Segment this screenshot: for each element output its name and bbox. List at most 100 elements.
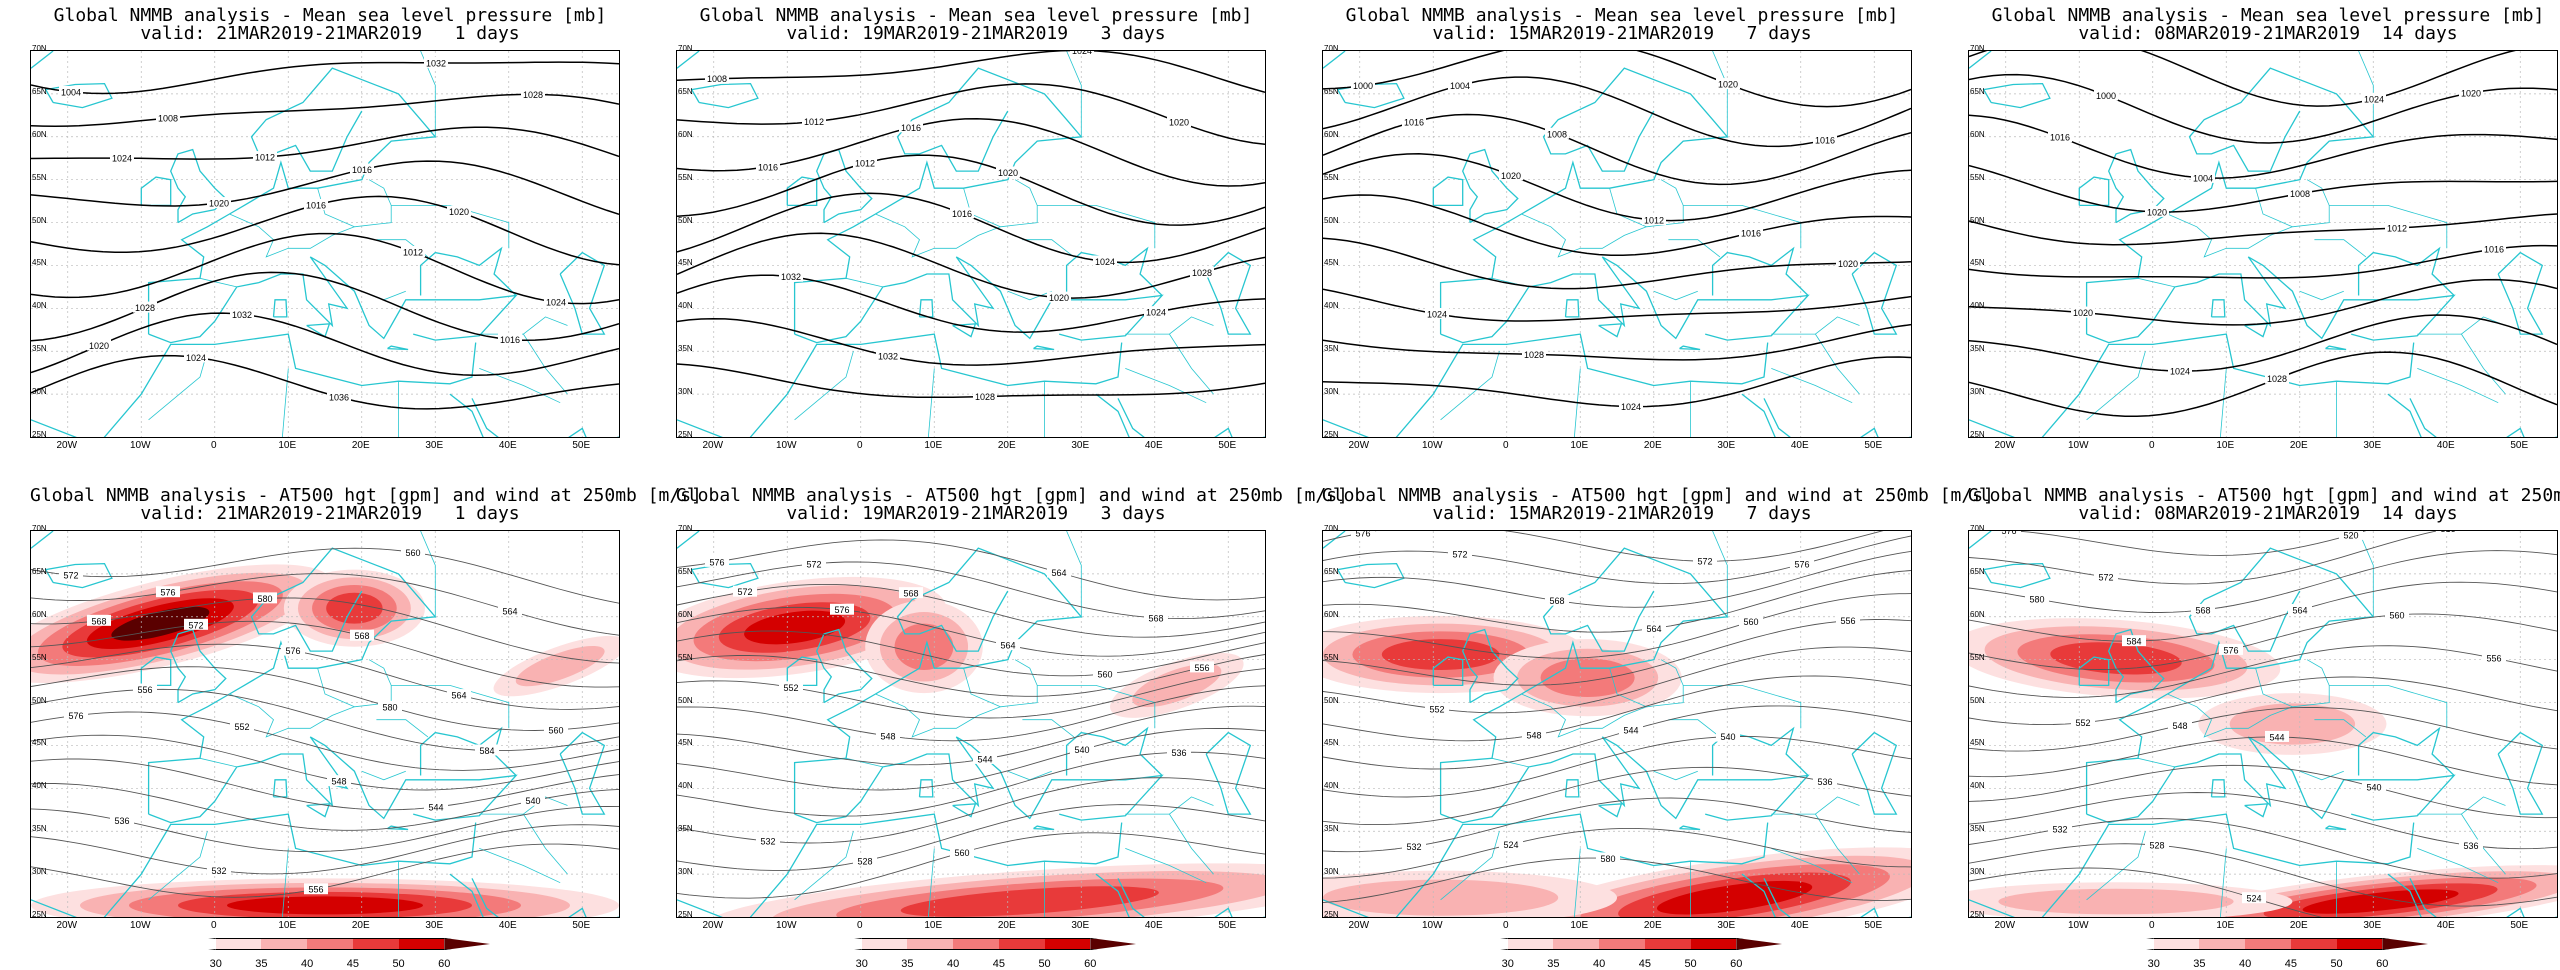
latitude-tick-label: 35N — [1970, 344, 1985, 354]
latitude-tick-label: 25N — [1324, 910, 1339, 919]
longitude-tick-label: 20W — [702, 920, 724, 931]
contour-label-background — [2122, 635, 2146, 647]
contour-label-background — [64, 709, 88, 721]
country-border — [1771, 368, 1853, 404]
isobar — [677, 232, 1265, 299]
coastline — [793, 67, 1083, 335]
geopotential-contour — [1969, 843, 2557, 907]
contour-label: 544 — [2269, 732, 2284, 742]
coastline — [2387, 393, 2422, 437]
longitude-tick-label: 10W — [775, 440, 797, 451]
longitude-tick-label: 10W — [2067, 440, 2089, 451]
latitude-tick-label: 50N — [1324, 215, 1339, 225]
geopotential-contour — [1969, 613, 2557, 670]
contour-label-background — [156, 112, 180, 124]
longitude-tick-label: 10E — [924, 920, 943, 931]
latitude-tick-label: 30N — [32, 387, 47, 397]
wind-speed-shading — [2302, 889, 2459, 914]
contour-label-background — [2482, 652, 2506, 664]
country-border — [1815, 813, 1860, 875]
geopotential-contour — [1323, 570, 1911, 633]
contour-label: 576 — [1794, 560, 1809, 570]
coastline — [272, 779, 288, 798]
panel-valid-period: valid: 21MAR2019-21MAR2019 1 days — [140, 23, 520, 44]
latitude-tick-label: 70N — [1324, 524, 1339, 533]
contour-label-background — [327, 391, 351, 403]
contour-label-background — [2168, 365, 2192, 377]
contour-label-background — [1739, 615, 1763, 627]
colorbar-segment — [307, 938, 353, 950]
contour-label-background — [756, 160, 780, 172]
contour-label: 560 — [405, 548, 420, 558]
latitude-tick-label: 40N — [1970, 781, 1985, 791]
isobar — [1323, 51, 1911, 108]
country-border — [1609, 188, 1647, 228]
contour-label-background — [2242, 892, 2266, 904]
latitude-tick-label: 50N — [678, 695, 693, 705]
coastline — [1679, 825, 1701, 831]
longitude-tick-label: 0 — [856, 920, 863, 931]
map-frame: 576 572 568 564 560 556 552 548 544 540 536 532 524 5… — [1322, 530, 1912, 918]
coastline — [1461, 148, 1519, 224]
latitude-tick-label: 65N — [1970, 86, 1985, 96]
isobar — [1969, 164, 2557, 213]
panel-valid-period: valid: 19MAR2019-21MAR2019 3 days — [786, 503, 1166, 524]
geopotential-contour — [677, 727, 1265, 791]
contour-label: 1028 — [135, 303, 155, 313]
contour-label: 1024 — [546, 298, 566, 308]
longitude-tick-label: 30E — [425, 440, 444, 451]
country-border — [2167, 659, 2330, 738]
contour-label-background — [2191, 171, 2215, 183]
latitude-tick-label: 30N — [1324, 867, 1339, 877]
wind-speed-shading — [1381, 639, 1500, 670]
contour-label-background — [110, 814, 134, 826]
coastline — [44, 562, 113, 589]
contour-label: 1024 — [2170, 367, 2190, 377]
geopotential-contour — [1323, 593, 1911, 659]
coastline — [815, 628, 873, 704]
country-border — [1521, 179, 1684, 258]
contour-label-background — [1093, 255, 1117, 267]
wind-speed-colorbar: 30 35 40 45 50 60 — [1462, 938, 1782, 970]
coastline — [1711, 246, 1809, 296]
contour-label-background — [2191, 603, 2215, 615]
contour-label-background — [899, 587, 923, 599]
contour-label-background — [1545, 594, 1569, 606]
contour-label-background — [424, 800, 448, 812]
longitude-tick-label: 0 — [2148, 440, 2155, 451]
contour-label: 560 — [1097, 670, 1112, 680]
coastline — [147, 67, 437, 335]
map-canvas: 1000 1004 1008 1012 1016 1020 1024 1028 1024 1020… — [1323, 51, 1911, 437]
contour-label: 576 — [285, 646, 300, 656]
coastline — [1033, 825, 1055, 831]
contour-label-background — [2048, 131, 2072, 143]
panel-title: Global NMMB analysis - AT500 hgt [gpm] a… — [1968, 485, 2560, 506]
contour-label: 1000 — [1353, 81, 1373, 91]
contour-label-background — [853, 157, 877, 169]
contour-label-background — [2459, 86, 2483, 98]
contour-label: 580 — [257, 594, 272, 604]
contour-label: 572 — [1697, 557, 1712, 567]
contour-label-background — [498, 333, 522, 345]
coastline — [449, 873, 484, 917]
map-canvas: 1004 1008 1012 1016 1020 1024 1028 1032 1036 1032… — [31, 51, 619, 437]
coastline — [559, 731, 606, 815]
geopotential-contour — [677, 583, 1265, 638]
contour-label-background — [350, 629, 374, 641]
contour-label: 548 — [2172, 721, 2187, 731]
coastline — [272, 299, 288, 318]
colorbar-segment — [1462, 938, 1508, 950]
longitude-tick-label: 20W — [1994, 920, 2016, 931]
longitude-tick-label: 10E — [1570, 440, 1589, 451]
contour-label: 1020 — [1501, 171, 1521, 181]
contour-label: 1024 — [1621, 402, 1641, 412]
coastline — [794, 256, 1164, 344]
latitude-tick-label: 55N — [1324, 172, 1339, 182]
longitude-tick-label: 20W — [1348, 920, 1370, 931]
latitude-tick-label: 60N — [1324, 609, 1339, 619]
colorbar-segment — [1736, 938, 1782, 950]
coastline — [1033, 345, 1055, 351]
latitude-tick-label: 60N — [1324, 129, 1339, 139]
geopotential-contour — [2010, 531, 2367, 556]
contour-label: 1024 — [1095, 257, 1115, 267]
